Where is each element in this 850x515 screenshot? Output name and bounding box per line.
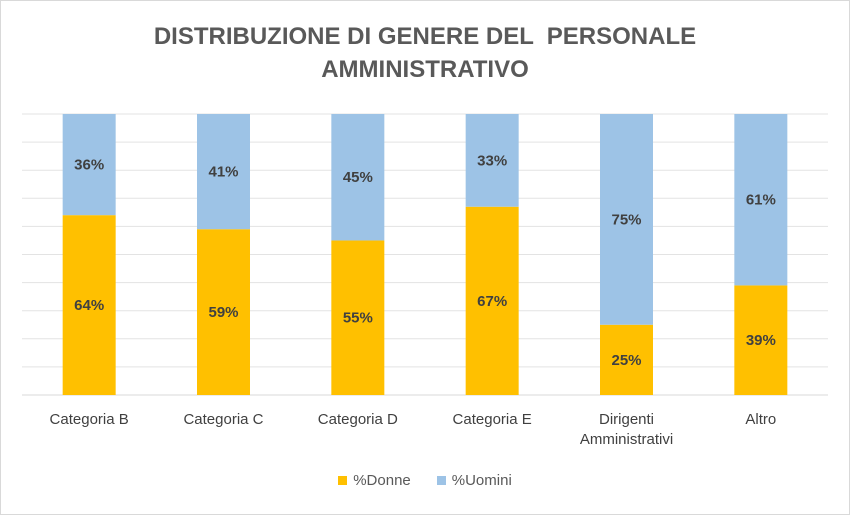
legend: %Donne %Uomini (0, 472, 850, 489)
bar-donne-3 (465, 206, 519, 395)
legend-item-donne: %Donne (338, 472, 411, 489)
bar-donne-2 (331, 240, 385, 395)
chart-title-line-2: AMMINISTRATIVO (321, 56, 529, 83)
data-label-donne-2: 55% (343, 310, 373, 327)
data-label-uomini-4: 75% (611, 211, 641, 228)
bar-donne-5 (734, 285, 788, 395)
data-label-uomini-2: 45% (343, 169, 373, 186)
bar-uomini-0 (62, 114, 116, 216)
bar-donne-4 (600, 324, 653, 395)
chart-title-line-1: DISTRIBUZIONE DI GENERE DEL PERSONALE (153, 23, 697, 50)
category-label-2-0: Categoria D (318, 411, 398, 428)
bar-uomini-1 (197, 114, 250, 230)
data-label-donne-4: 25% (611, 352, 641, 369)
category-label-5-0: Altro (745, 411, 776, 428)
category-label-4-1: Amministrativi (580, 431, 673, 448)
legend-item-uomini: %Uomini (436, 472, 512, 489)
bar-donne-0 (62, 215, 116, 395)
legend-label-donne: %Donne (353, 472, 411, 489)
category-label-3-0: Categoria E (453, 411, 532, 428)
category-label-4-0: Dirigenti (599, 411, 654, 428)
gridlines (22, 113, 828, 396)
bar-uomini-2 (331, 114, 385, 241)
category-label-0-0: Categoria B (50, 411, 129, 428)
category-labels: Categoria B Categoria C Categoria D Categor… (50, 411, 777, 448)
data-label-donne-0: 64% (74, 297, 104, 314)
data-label-donne-1: 59% (208, 304, 238, 321)
data-label-donne-5: 39% (746, 332, 776, 349)
data-label-uomini-5: 61% (746, 192, 776, 209)
data-label-uomini-1: 41% (208, 164, 238, 181)
legend-swatch-uomini (436, 476, 446, 485)
legend-label-uomini: %Uomini (451, 472, 512, 489)
bars (62, 114, 788, 395)
legend-swatch-donne (338, 476, 348, 485)
bar-uomini-4 (600, 114, 653, 325)
data-labels: 64% 36% 59% 41% 55% 45% 67% 33% 25% 75% 39% 61% (74, 152, 776, 369)
bar-uomini-5 (734, 114, 788, 286)
chart-title: DISTRIBUZIONE DI GENERE DEL PERSONALE AM… (0, 20, 850, 86)
bar-uomini-3 (465, 114, 519, 207)
category-label-1-0: Categoria C (183, 411, 263, 428)
data-label-uomini-3: 33% (477, 152, 507, 169)
bar-donne-1 (197, 229, 250, 395)
data-label-donne-3: 67% (477, 293, 507, 310)
data-label-uomini-0: 36% (74, 157, 104, 174)
